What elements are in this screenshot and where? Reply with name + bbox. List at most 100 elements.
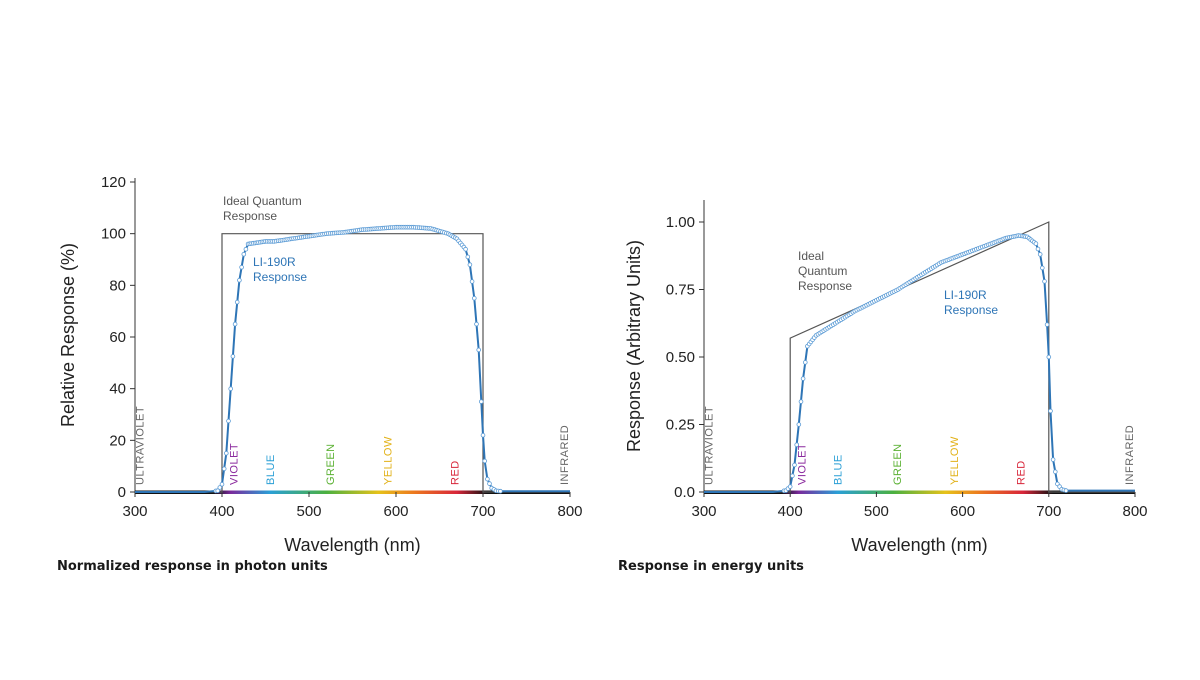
annotation-ideal-quantum: Response — [223, 209, 277, 223]
spectrum-bar — [135, 490, 570, 494]
li190r-data-point — [465, 254, 471, 260]
spectrum-label-infrared: INFRARED — [559, 425, 571, 485]
spectrum-label-violet: VIOLET — [796, 443, 808, 485]
li190r-data-point — [787, 484, 793, 489]
y-tick-label: 0.50 — [666, 349, 695, 366]
y-tick-label: 0.25 — [666, 417, 695, 434]
li190r-data-point — [482, 458, 488, 464]
li190r-data-point — [1050, 457, 1056, 462]
x-tick-label: 400 — [209, 503, 234, 520]
li190r-data-point — [798, 399, 804, 404]
li190r-data-point — [485, 476, 490, 482]
li190r-data-point — [469, 279, 475, 284]
x-tick-label: 500 — [864, 503, 889, 520]
ideal-quantum-response-line — [704, 221, 1135, 493]
li190r-data-point — [463, 246, 468, 252]
li190r-data-point — [790, 473, 795, 479]
spectrum-label-violet: VIOLET — [228, 443, 240, 485]
li190r-data-point — [476, 347, 482, 353]
annotation-li190r: Response — [944, 303, 998, 317]
li190r-data-point — [232, 321, 238, 327]
li190r-data-point — [498, 488, 503, 494]
chart-energy-units: 0.0 0.25 0.50 0.75 1.00 300 400 500 600 700 800 Wav… — [600, 0, 1200, 675]
li190r-data-point — [1052, 469, 1058, 475]
annotation-ideal-quantum: Quantum — [798, 264, 847, 278]
annotation-ideal-quantum: Ideal — [798, 249, 824, 263]
y-tick-label: 80 — [109, 277, 126, 294]
x-tick-label: 500 — [296, 503, 321, 520]
caption-energy-units: Response in energy units — [618, 559, 804, 574]
spectrum-label-infrared: INFRARED — [1124, 425, 1136, 485]
li190r-data-point — [1037, 252, 1043, 257]
x-tick-label: 600 — [383, 503, 408, 520]
ideal-quantum-response-line — [135, 233, 570, 493]
li190r-data-point — [219, 481, 225, 487]
y-tick-label: 0.0 — [674, 484, 695, 501]
li190r-data-point — [1042, 279, 1047, 284]
y-tick-label: 0.75 — [666, 282, 695, 299]
li190r-data-point — [237, 277, 242, 283]
li190r-data-point — [487, 481, 492, 486]
li190r-data-point — [1035, 246, 1041, 252]
li190r-data-point — [480, 432, 486, 438]
spectrum-label-blue: BLUE — [265, 454, 277, 485]
chart-svg-energy: 0.0 0.25 0.50 0.75 1.00 300 400 500 600 700 800 Wav… — [624, 200, 1148, 555]
annotation-li190r: LI-190R — [944, 288, 987, 302]
spectrum-label-ultraviolet: ULTRAVIOLET — [703, 406, 715, 485]
y-tick-label: 1.00 — [666, 214, 695, 231]
li190r-data-point — [1063, 488, 1069, 493]
x-tick-label: 300 — [691, 503, 716, 520]
annotation-ideal-quantum: Response — [798, 279, 852, 293]
annotation-li190r: Response — [253, 270, 307, 284]
li190r-data-point — [1048, 408, 1053, 414]
spectrum-label-red: RED — [449, 460, 461, 485]
x-tick-label: 700 — [470, 503, 495, 520]
y-tick-label: 120 — [101, 174, 126, 191]
spectrum-label-green: GREEN — [325, 443, 337, 485]
y-tick-label: 100 — [101, 226, 126, 243]
x-tick-label: 400 — [778, 503, 803, 520]
x-axis-label: Wavelength (nm) — [851, 535, 987, 555]
y-tick-label: 40 — [109, 381, 126, 398]
li190r-data-point — [478, 399, 484, 404]
li190r-data-point — [224, 450, 229, 456]
li190r-data-point — [794, 442, 800, 448]
y-tick-label: 0 — [118, 484, 126, 501]
chart-photon-units: 0 20 40 60 80 100 120 300 400 500 600 700 800 Wavelen… — [0, 0, 600, 675]
x-tick-label: 800 — [1122, 503, 1147, 520]
spectrum-label-green: GREEN — [892, 443, 904, 485]
annotation-ideal-quantum: Ideal Quantum — [223, 194, 302, 208]
li190r-data-point — [1046, 354, 1052, 360]
y-tick-label: 20 — [109, 432, 126, 449]
spectrum-label-yellow: YELLOW — [382, 436, 394, 485]
li190r-data-point — [234, 299, 240, 305]
li190r-data-point — [800, 376, 806, 381]
li190r-data-point — [1033, 241, 1039, 246]
li190r-data-point — [474, 321, 479, 327]
li190r-data-point — [228, 386, 234, 392]
li190r-data-point — [215, 488, 221, 494]
x-axis-label: Wavelength (nm) — [284, 535, 420, 555]
x-tick-label: 300 — [122, 503, 147, 520]
li190r-data-point — [217, 485, 223, 490]
caption-photon-units: Normalized response in photon units — [57, 559, 328, 574]
li190r-data-point — [796, 422, 802, 427]
spectrum-label-blue: BLUE — [833, 454, 845, 485]
li190r-data-point — [471, 295, 477, 301]
li190r-data-point — [467, 262, 473, 268]
y-tick-label: 60 — [109, 329, 126, 346]
li190r-data-point — [221, 466, 227, 472]
spectrum-label-yellow: YELLOW — [949, 436, 961, 485]
spectrum-label-red: RED — [1015, 460, 1027, 485]
li190r-data-point — [226, 418, 231, 424]
li190r-data-point — [803, 360, 808, 365]
chart-svg-photon: 0 20 40 60 80 100 120 300 400 500 600 700 800 Wavelen… — [58, 174, 583, 555]
li190r-data-point — [243, 246, 249, 252]
spectrum-bar — [704, 490, 1135, 494]
li190r-data-point — [230, 354, 236, 359]
spectrum-label-ultraviolet: ULTRAVIOLET — [134, 406, 146, 485]
li190r-data-point — [1044, 322, 1050, 327]
y-axis-label: Response (Arbitrary Units) — [624, 240, 644, 452]
y-axis-label: Relative Response (%) — [58, 243, 78, 427]
annotation-li190r: LI-190R — [253, 255, 296, 269]
